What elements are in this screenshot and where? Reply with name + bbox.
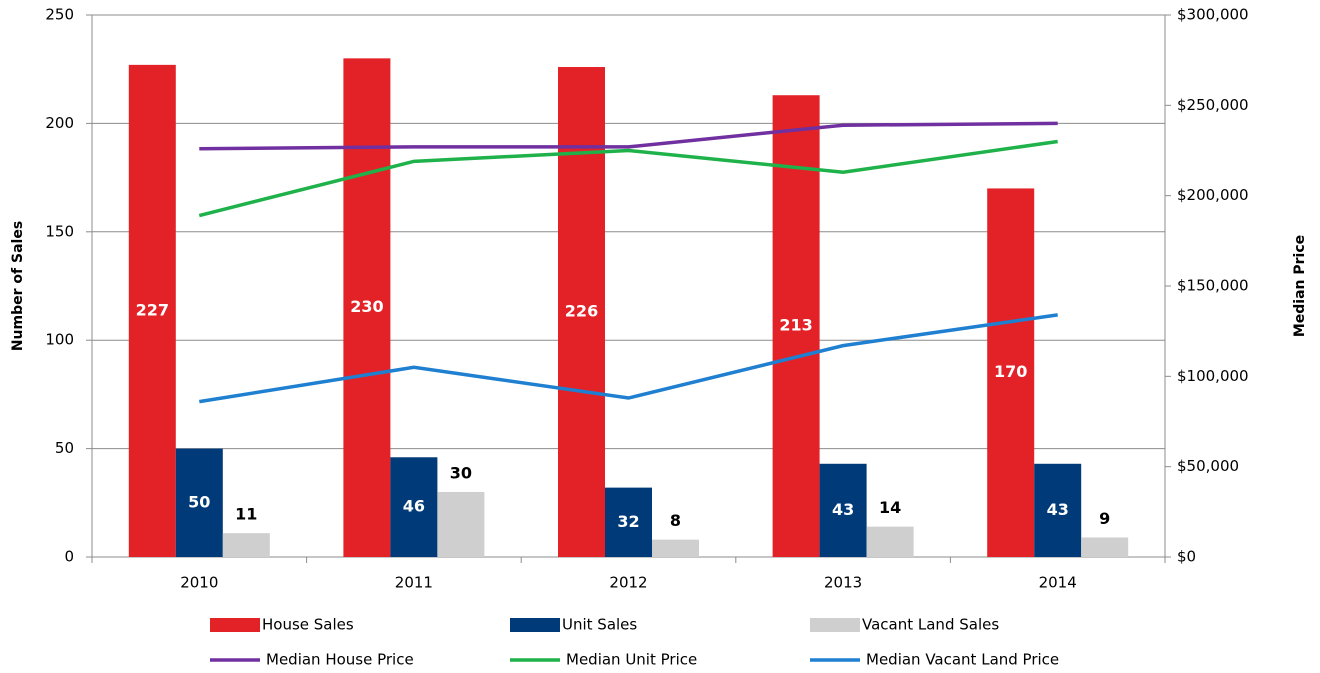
y2-tick-label: $0 [1177,548,1196,566]
y-axis-title: Number of Sales [10,221,26,351]
bar [652,539,699,557]
data-label: 46 [403,497,425,516]
bar [128,64,176,557]
y2-axis-title: Median Price [1292,235,1308,337]
data-label: 43 [1047,500,1069,519]
data-label: 8 [670,511,681,530]
data-label: 230 [350,297,383,316]
bar [390,457,438,557]
x-tick-label: 2014 [1039,574,1077,592]
y2-tick-label: $200,000 [1177,186,1249,204]
bar [175,448,223,557]
y2-tick-label: $100,000 [1177,367,1249,385]
y-tick-label: 50 [55,439,74,457]
line [199,313,1058,404]
bar [819,463,867,557]
y2-tick-label: $250,000 [1177,96,1249,114]
x-tick-label: 2011 [395,574,433,592]
y-tick-label: 150 [45,222,74,240]
y-tick-label: 0 [64,548,74,566]
line [198,139,1058,218]
legend-swatch [810,618,860,632]
legend-label: House Sales [262,616,354,634]
data-label: 11 [235,505,257,524]
y2-tick-label: $50,000 [1177,457,1239,475]
data-label: 227 [136,300,169,319]
legend-swatch [210,618,260,632]
y-tick-label: 250 [45,6,74,24]
legend-swatch [510,618,560,632]
legend-label: Unit Sales [562,616,637,634]
data-label: 170 [994,362,1027,381]
line [199,121,1058,151]
legend-label: Median House Price [266,651,414,669]
y-tick-label: 100 [45,331,74,349]
x-tick-label: 2013 [824,574,862,592]
bar [343,58,391,558]
data-label: 213 [779,316,812,335]
data-label: 226 [565,302,598,321]
bar [222,533,270,557]
bar [866,526,914,557]
y2-tick-label: $300,000 [1177,6,1249,24]
bar [1034,463,1082,557]
bar [558,67,605,558]
legend-label: Median Vacant Land Price [866,651,1059,669]
legend-label: Vacant Land Sales [862,616,999,634]
y2-tick-label: $150,000 [1177,277,1249,295]
data-label: 14 [879,498,901,517]
x-tick-label: 2010 [180,574,218,592]
data-label: 30 [450,463,472,482]
y-tick-label: 200 [45,114,74,132]
bar [987,188,1035,557]
bar [437,491,485,557]
data-label: 9 [1099,509,1110,528]
bar [605,487,652,557]
legend-label: Median Unit Price [566,651,697,669]
bar [772,95,820,557]
data-label: 32 [617,512,639,531]
data-label: 43 [832,500,854,519]
bar [1081,537,1129,557]
data-label: 50 [188,492,210,511]
x-tick-label: 2012 [609,574,647,592]
